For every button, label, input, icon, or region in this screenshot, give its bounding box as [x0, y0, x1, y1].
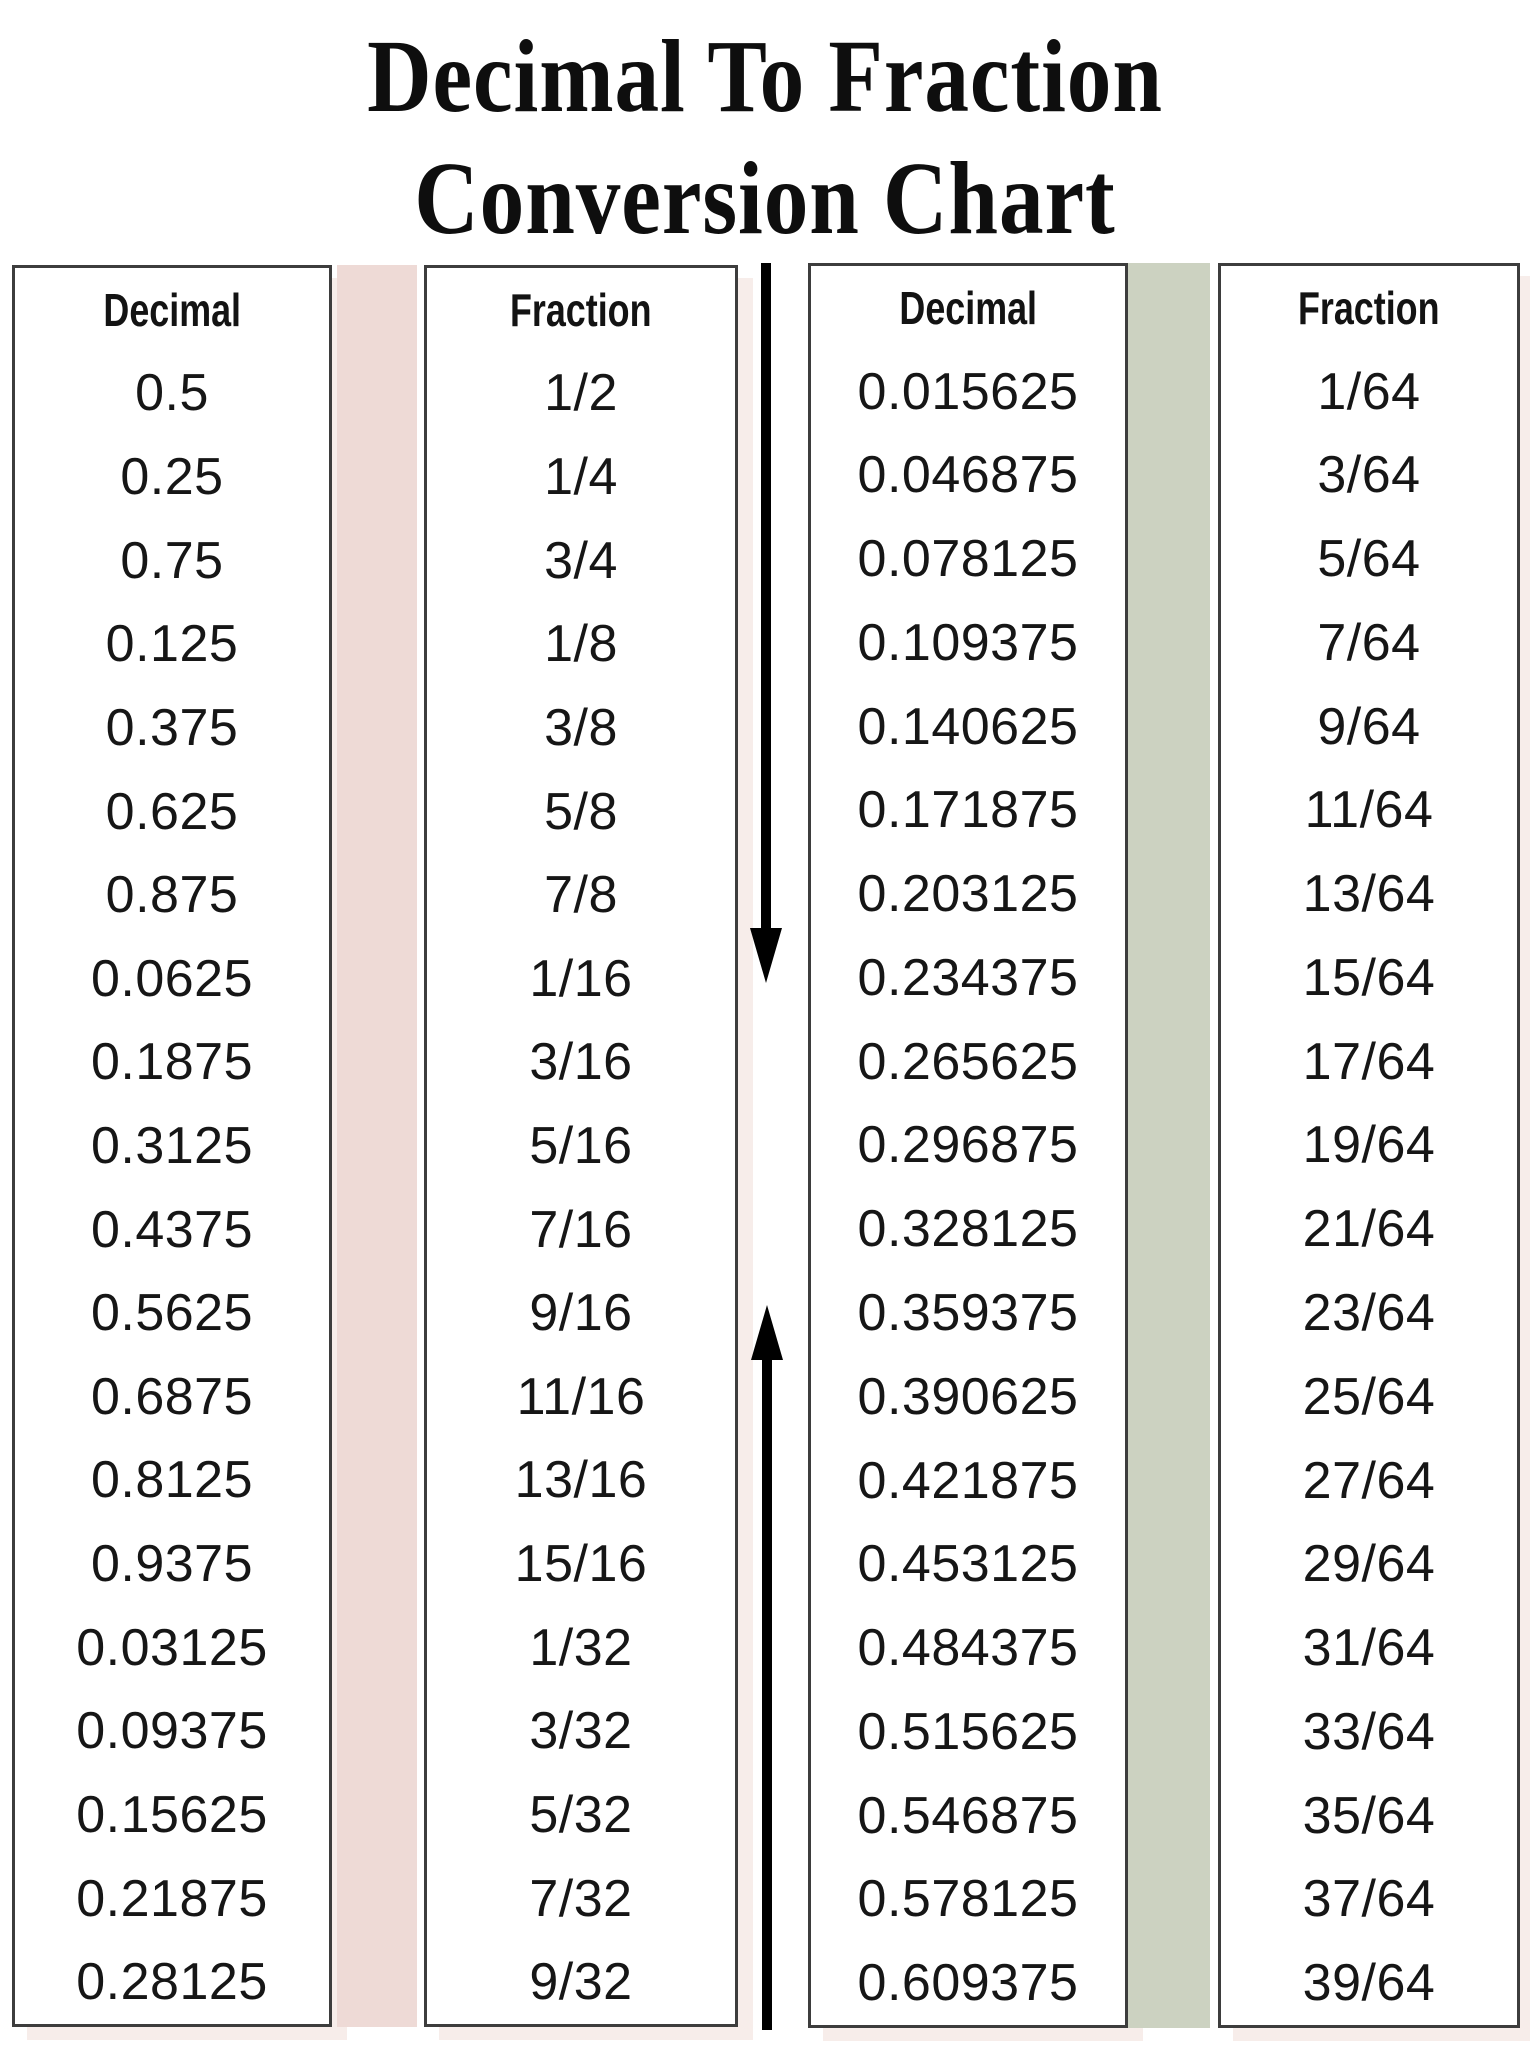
- fraction-value: 25/64: [1302, 1367, 1436, 1426]
- fraction-value: 1/16: [529, 949, 633, 1008]
- fraction-value: 29/64: [1302, 1535, 1436, 1594]
- decimal-value: 0.203125: [857, 865, 1079, 924]
- right-fraction-header: Fraction: [1298, 281, 1440, 334]
- decimal-value: 0.5625: [90, 1284, 254, 1343]
- page-title-line-1: Decimal To Fraction: [367, 19, 1163, 134]
- fraction-value: 35/64: [1302, 1786, 1436, 1845]
- decimal-value: 0.359375: [857, 1284, 1079, 1343]
- decimal-value: 0.296875: [857, 1116, 1079, 1175]
- decimal-value: 0.875: [105, 866, 239, 925]
- decimal-value: 0.1875: [90, 1033, 254, 1092]
- decimal-value: 0.5: [135, 364, 209, 423]
- decimal-value: 0.453125: [857, 1535, 1079, 1594]
- fraction-value: 3/4: [544, 531, 618, 590]
- decimal-value: 0.09375: [76, 1702, 268, 1761]
- fraction-value: 15/64: [1302, 948, 1436, 1007]
- fraction-value: 23/64: [1302, 1284, 1436, 1343]
- decimal-value: 0.171875: [857, 781, 1079, 840]
- right-decimal-header: Decimal: [899, 281, 1037, 334]
- decimal-value: 0.8125: [90, 1451, 254, 1510]
- decimal-value: 0.484375: [857, 1619, 1079, 1678]
- fraction-value: 33/64: [1302, 1702, 1436, 1761]
- decimal-value: 0.109375: [857, 613, 1079, 672]
- fraction-value: 5/8: [544, 782, 618, 841]
- fraction-value: 37/64: [1302, 1870, 1436, 1929]
- fraction-value: 3/16: [529, 1033, 633, 1092]
- fraction-value: 11/64: [1304, 781, 1434, 840]
- decimal-value: 0.25: [120, 448, 224, 507]
- decimal-value: 0.390625: [857, 1367, 1079, 1426]
- left-fraction-column: Fraction 1/2 1/4 3/4 1/8 3/8 5/8 7/8 1/16 3/16 5/…: [424, 265, 738, 2027]
- decimal-value: 0.375: [105, 698, 239, 757]
- fraction-value: 1/4: [544, 448, 618, 507]
- left-decimal-header: Decimal: [103, 283, 241, 336]
- decimal-value: 0.03125: [76, 1618, 268, 1677]
- decimal-value: 0.015625: [857, 362, 1079, 421]
- decimal-value: 0.6875: [90, 1367, 254, 1426]
- right-fraction-column: Fraction 1/64 3/64 5/64 7/64 9/64 11/64 13/64 1…: [1218, 263, 1520, 2028]
- fraction-value: 9/64: [1317, 697, 1421, 756]
- decimal-value: 0.546875: [857, 1786, 1079, 1845]
- decimal-value: 0.21875: [76, 1869, 268, 1928]
- decimal-value: 0.421875: [857, 1451, 1079, 1510]
- fraction-value: 13/64: [1302, 865, 1436, 924]
- fraction-value: 3/64: [1317, 446, 1421, 505]
- decimal-value: 0.0625: [90, 949, 254, 1008]
- fraction-value: 5/16: [529, 1116, 633, 1175]
- green-divider-stripe: [1128, 263, 1210, 2028]
- fraction-value: 9/16: [529, 1284, 633, 1343]
- fraction-value: 1/2: [544, 364, 618, 423]
- decimal-value: 0.328125: [857, 1200, 1079, 1259]
- fraction-value: 3/8: [544, 698, 618, 757]
- decimal-value: 0.625: [105, 782, 239, 841]
- page-title-line-2: Conversion Chart: [414, 141, 1116, 256]
- left-fraction-header: Fraction: [510, 283, 652, 336]
- up-arrow-icon: [762, 1360, 772, 2030]
- decimal-value: 0.265625: [857, 1032, 1079, 1091]
- fraction-value: 27/64: [1302, 1451, 1436, 1510]
- fraction-value: 1/32: [529, 1618, 633, 1677]
- decimal-value: 0.515625: [857, 1702, 1079, 1761]
- fraction-value: 17/64: [1302, 1032, 1436, 1091]
- page-title: Decimal To Fraction Conversion Chart: [0, 16, 1530, 260]
- fraction-value: 1/64: [1317, 362, 1421, 421]
- fraction-value: 5/32: [529, 1785, 633, 1844]
- decimal-value: 0.28125: [76, 1953, 268, 2012]
- fraction-value: 9/32: [529, 1953, 633, 2012]
- down-arrow-icon: [761, 263, 771, 928]
- decimal-value: 0.578125: [857, 1870, 1079, 1929]
- decimal-value: 0.046875: [857, 446, 1079, 505]
- fraction-value: 3/32: [529, 1702, 633, 1761]
- decimal-value: 0.078125: [857, 530, 1079, 589]
- fraction-value: 7/64: [1317, 613, 1421, 672]
- decimal-value: 0.15625: [76, 1785, 268, 1844]
- fraction-value: 7/8: [544, 866, 618, 925]
- fraction-value: 1/8: [544, 615, 618, 674]
- fraction-value: 7/16: [529, 1200, 633, 1259]
- decimal-value: 0.609375: [857, 1954, 1079, 2013]
- decimal-value: 0.75: [120, 531, 224, 590]
- fraction-value: 11/16: [516, 1367, 646, 1426]
- fraction-value: 5/64: [1317, 530, 1421, 589]
- left-decimal-column: Decimal 0.5 0.25 0.75 0.125 0.375 0.625 0.875 0…: [12, 265, 332, 2027]
- pink-divider-stripe: [337, 265, 417, 2027]
- fraction-value: 31/64: [1302, 1619, 1436, 1678]
- fraction-value: 21/64: [1302, 1200, 1436, 1259]
- decimal-value: 0.234375: [857, 948, 1079, 1007]
- right-decimal-column: Decimal 0.015625 0.046875 0.078125 0.109375…: [808, 263, 1128, 2028]
- decimal-value: 0.3125: [90, 1116, 254, 1175]
- fraction-value: 15/16: [514, 1535, 648, 1594]
- decimal-value: 0.125: [105, 615, 239, 674]
- fraction-value: 39/64: [1302, 1954, 1436, 2013]
- fraction-value: 19/64: [1302, 1116, 1436, 1175]
- fraction-value: 13/16: [514, 1451, 648, 1510]
- fraction-value: 7/32: [529, 1869, 633, 1928]
- decimal-value: 0.140625: [857, 697, 1079, 756]
- decimal-value: 0.4375: [90, 1200, 254, 1259]
- decimal-value: 0.9375: [90, 1535, 254, 1594]
